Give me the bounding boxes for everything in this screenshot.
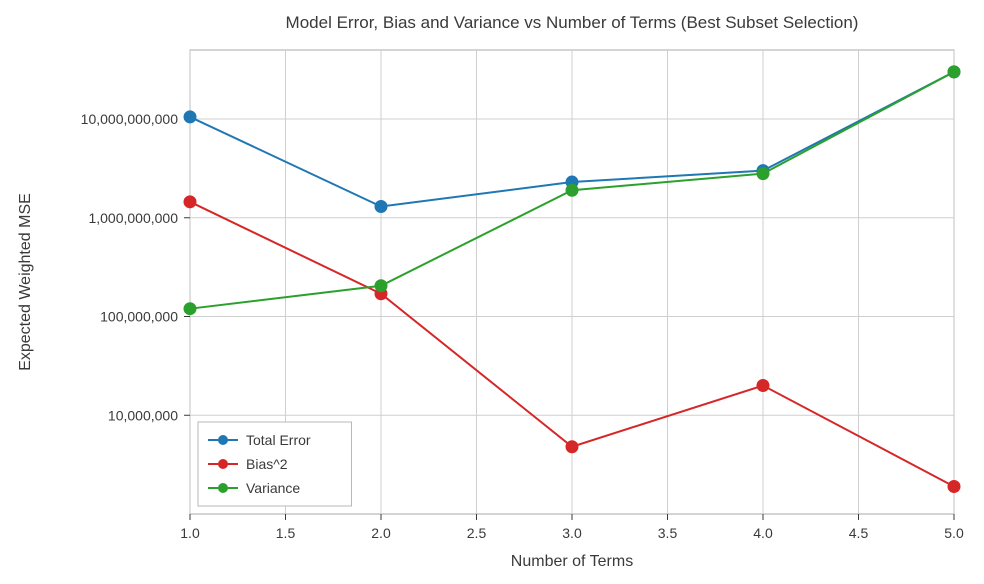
x-tick-label: 1.5	[276, 525, 296, 541]
series-marker	[566, 184, 578, 196]
series-marker	[757, 168, 769, 180]
y-axis-label: Expected Weighted MSE	[17, 193, 34, 371]
legend: Total Error Bias^2 Variance	[198, 422, 351, 506]
y-tick-label: 10,000,000,000	[81, 111, 179, 127]
x-tick-label: 4.5	[849, 525, 869, 541]
x-axis-label: Number of Terms	[511, 553, 633, 570]
series-marker	[757, 380, 769, 392]
line-chart: 1.0 1.5 2.0 2.5 3.0 3.5 4.0 4.5 5.0 10,000,000 100…	[0, 0, 984, 584]
y-tick-label: 100,000,000	[100, 309, 178, 325]
x-tick-label: 2.5	[467, 525, 487, 541]
series-marker	[184, 303, 196, 315]
series-marker	[948, 480, 960, 492]
x-tick-label: 4.0	[753, 525, 773, 541]
legend-item-label: Total Error	[246, 432, 311, 448]
x-tick-label: 1.0	[180, 525, 200, 541]
legend-item-label: Bias^2	[246, 456, 288, 472]
x-tick-label: 2.0	[371, 525, 391, 541]
series-marker	[375, 201, 387, 213]
y-tick-label: 10,000,000	[108, 407, 178, 423]
x-tick-label: 5.0	[944, 525, 964, 541]
series-marker	[375, 280, 387, 292]
series-marker	[184, 111, 196, 123]
series-marker	[566, 441, 578, 453]
x-tick-label: 3.0	[562, 525, 582, 541]
chart-container: 1.0 1.5 2.0 2.5 3.0 3.5 4.0 4.5 5.0 10,000,000 100…	[0, 0, 984, 584]
series-marker	[184, 196, 196, 208]
chart-title: Model Error, Bias and Variance vs Number…	[286, 13, 859, 32]
y-tick-label: 1,000,000,000	[88, 210, 178, 226]
series-marker	[948, 66, 960, 78]
legend-item-label: Variance	[246, 480, 300, 496]
x-tick-label: 3.5	[658, 525, 678, 541]
